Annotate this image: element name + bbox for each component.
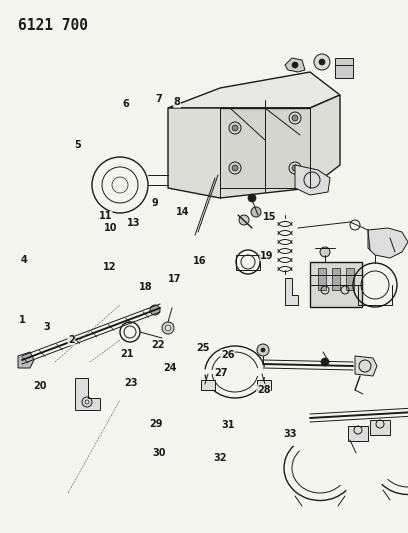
Circle shape — [232, 165, 238, 171]
Text: 5: 5 — [74, 140, 81, 150]
Text: 20: 20 — [33, 381, 47, 391]
Text: 24: 24 — [163, 363, 177, 373]
Text: 29: 29 — [149, 419, 163, 429]
Text: 28: 28 — [257, 385, 271, 395]
Circle shape — [292, 62, 298, 68]
Text: 33: 33 — [283, 429, 297, 439]
Circle shape — [150, 305, 160, 315]
Text: 9: 9 — [152, 198, 158, 207]
Text: 3: 3 — [44, 322, 50, 332]
Text: 6: 6 — [122, 99, 129, 109]
Bar — [346, 268, 354, 290]
Bar — [370, 420, 390, 435]
Circle shape — [321, 358, 329, 366]
Text: 23: 23 — [124, 378, 137, 387]
Polygon shape — [168, 72, 340, 108]
Text: 1: 1 — [19, 315, 26, 325]
Bar — [220, 108, 310, 188]
Polygon shape — [285, 58, 305, 72]
Polygon shape — [75, 378, 100, 410]
Circle shape — [239, 215, 249, 225]
Circle shape — [319, 59, 325, 65]
Text: 17: 17 — [168, 274, 182, 284]
Circle shape — [292, 165, 298, 171]
Circle shape — [248, 194, 256, 202]
Bar — [257, 380, 271, 390]
Text: 11: 11 — [98, 212, 112, 221]
Circle shape — [320, 247, 330, 257]
Text: 7: 7 — [155, 94, 162, 103]
Circle shape — [232, 125, 238, 131]
Circle shape — [292, 115, 298, 121]
Text: 13: 13 — [127, 218, 141, 228]
Bar — [335, 58, 353, 78]
Text: 18: 18 — [139, 282, 153, 292]
Text: 12: 12 — [102, 262, 116, 271]
Polygon shape — [295, 165, 330, 195]
Bar — [348, 426, 368, 441]
Bar — [318, 268, 326, 290]
Text: 30: 30 — [152, 448, 166, 458]
Text: 22: 22 — [151, 341, 165, 350]
Polygon shape — [18, 352, 34, 368]
Text: 14: 14 — [176, 207, 190, 217]
Circle shape — [261, 348, 265, 352]
Polygon shape — [285, 278, 298, 305]
Text: 6121 700: 6121 700 — [18, 18, 88, 33]
Polygon shape — [368, 228, 408, 258]
Circle shape — [257, 344, 269, 356]
Text: 19: 19 — [260, 251, 274, 261]
Bar — [310, 262, 362, 307]
Circle shape — [251, 207, 261, 217]
Polygon shape — [168, 95, 340, 198]
Circle shape — [314, 54, 330, 70]
Text: 10: 10 — [104, 223, 118, 233]
Text: 21: 21 — [120, 349, 134, 359]
Text: 31: 31 — [221, 421, 235, 430]
Text: 16: 16 — [193, 256, 207, 266]
Circle shape — [162, 322, 174, 334]
Polygon shape — [355, 356, 377, 376]
Text: 4: 4 — [20, 255, 27, 265]
Text: 15: 15 — [262, 213, 276, 222]
Text: 8: 8 — [174, 98, 180, 107]
Bar — [201, 380, 215, 390]
Text: 27: 27 — [214, 368, 228, 378]
Text: 25: 25 — [196, 343, 210, 352]
Text: 2: 2 — [68, 335, 75, 345]
Bar — [332, 268, 340, 290]
Text: 32: 32 — [213, 454, 227, 463]
Text: 26: 26 — [221, 350, 235, 360]
